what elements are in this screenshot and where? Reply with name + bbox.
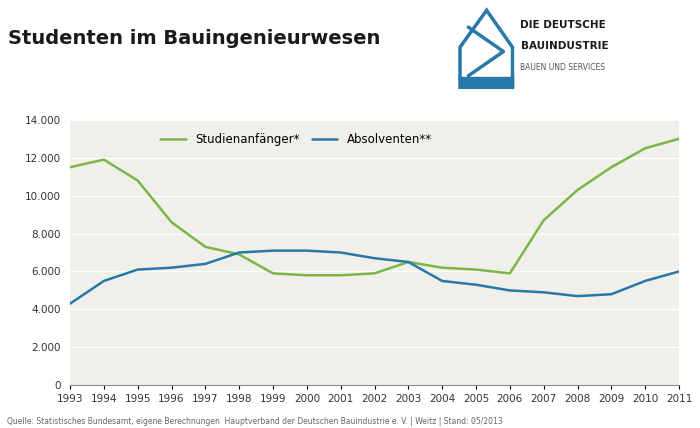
Polygon shape xyxy=(460,77,512,87)
Text: Studenten im Bauingenieurwesen: Studenten im Bauingenieurwesen xyxy=(8,29,380,48)
Text: BAUINDUSTRIE: BAUINDUSTRIE xyxy=(521,41,608,51)
Text: BAUEN UND SERVICES: BAUEN UND SERVICES xyxy=(521,62,606,71)
Text: DIE DEUTSCHE: DIE DEUTSCHE xyxy=(521,20,606,30)
Legend: Studienanfänger*, Absolventen**: Studienanfänger*, Absolventen** xyxy=(155,128,437,151)
Text: Quelle: Statistisches Bundesamt, eigene Berechnungen  Hauptverband der Deutschen: Quelle: Statistisches Bundesamt, eigene … xyxy=(7,417,503,426)
